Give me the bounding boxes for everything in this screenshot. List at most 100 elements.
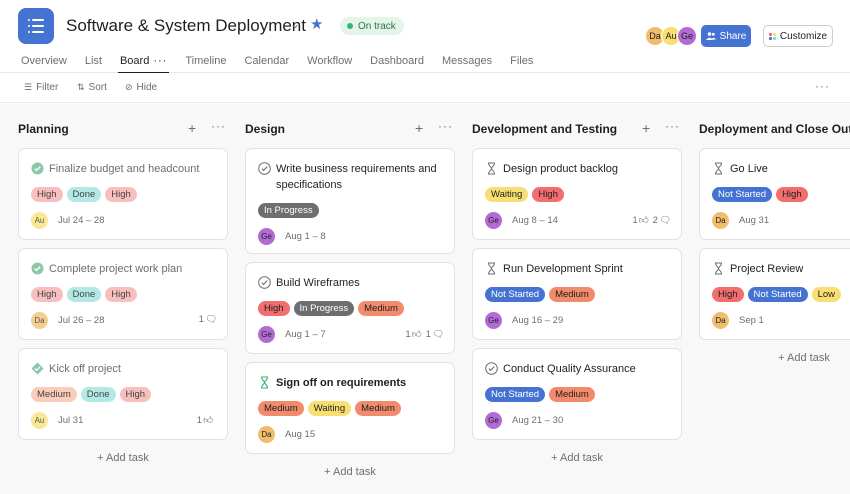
tag[interactable]: Medium — [549, 287, 595, 302]
task-title[interactable]: Sign off on requirements — [276, 377, 407, 389]
check-icon[interactable] — [485, 362, 498, 375]
avatar[interactable]: Da — [258, 426, 275, 443]
customize-button[interactable]: Customize — [763, 25, 833, 47]
avatar[interactable]: Au — [31, 212, 48, 229]
task-card[interactable]: Complete project work plan High Done High Da… — [18, 248, 228, 340]
more-icon[interactable]: ··· — [665, 119, 680, 133]
due-date[interactable]: Sep 1 — [739, 315, 764, 326]
tab-workflow[interactable]: Workflow — [307, 55, 353, 67]
chevron-down-icon[interactable]: ⌄ — [290, 17, 301, 31]
avatar[interactable]: Ge — [677, 26, 697, 46]
avatar[interactable]: Da — [712, 312, 729, 329]
add-task-button[interactable]: + Add task — [97, 452, 149, 464]
due-date[interactable]: Aug 1 – 8 — [285, 231, 326, 242]
tag[interactable]: High — [258, 301, 290, 316]
avatar[interactable]: Ge — [485, 312, 502, 329]
add-task-button[interactable]: + Add task — [324, 466, 376, 478]
hourglass-icon[interactable] — [258, 376, 271, 389]
avatar[interactable]: Ge — [258, 326, 275, 343]
tab-board[interactable]: Board ··· — [117, 55, 170, 74]
check-icon[interactable] — [258, 276, 271, 289]
tab-timeline[interactable]: Timeline — [185, 55, 227, 67]
add-icon[interactable]: + — [188, 120, 197, 136]
avatar[interactable]: Da — [31, 312, 48, 329]
task-title[interactable]: Kick off project — [49, 363, 121, 375]
due-date[interactable]: Jul 31 — [58, 415, 84, 426]
check-icon[interactable] — [31, 162, 44, 175]
task-title[interactable]: Project Review — [730, 263, 804, 275]
task-title[interactable]: Run Development Sprint — [503, 263, 623, 275]
task-card[interactable]: Write business requirements and specific… — [245, 148, 455, 254]
tag[interactable]: Medium — [31, 387, 77, 402]
task-title[interactable]: Go Live — [730, 163, 768, 175]
task-card[interactable]: Build Wireframes High In Progress Medium Ge A… — [245, 262, 455, 354]
avatar[interactable]: Ge — [258, 228, 275, 245]
project-title[interactable]: Software & System Deployment — [66, 16, 306, 35]
tag[interactable]: Done — [66, 187, 102, 202]
tag[interactable]: High — [776, 187, 808, 202]
task-card[interactable]: Sign off on requirements Medium Waiting Med… — [245, 362, 455, 454]
column-title[interactable]: Design — [245, 122, 286, 136]
tag[interactable]: High — [31, 187, 63, 202]
tag[interactable]: Medium — [549, 387, 595, 402]
thumbs-up-icon[interactable]: 👍︎ — [638, 215, 649, 226]
task-card[interactable]: Go Live Not Started High Da Aug 31 — [699, 148, 850, 240]
tab-calendar[interactable]: Calendar — [244, 55, 290, 67]
tab-list[interactable]: List — [84, 55, 102, 67]
sort-button[interactable]: ⇅ Sort — [77, 82, 107, 93]
task-title[interactable]: Write business requirements and specific… — [276, 163, 437, 191]
due-date[interactable]: Aug 8 – 14 — [512, 215, 558, 226]
due-date[interactable]: Aug 21 – 30 — [512, 415, 564, 426]
tag[interactable]: High — [119, 387, 152, 402]
due-date[interactable]: Aug 15 — [285, 429, 316, 440]
add-task-button[interactable]: + Add task — [778, 352, 830, 364]
avatar[interactable]: Au — [31, 412, 48, 429]
due-date[interactable]: Aug 16 – 29 — [512, 315, 564, 326]
tag[interactable]: Low — [811, 287, 842, 302]
task-title[interactable]: Finalize budget and headcount — [49, 163, 200, 175]
thumbs-up-icon[interactable]: 👍︎ — [411, 329, 422, 340]
milestone-icon[interactable] — [31, 362, 44, 375]
tag[interactable]: Not Started — [747, 287, 808, 302]
hourglass-icon[interactable] — [485, 262, 498, 275]
tab-dashboard[interactable]: Dashboard — [370, 55, 424, 67]
thumbs-up-icon[interactable]: 👍︎ — [203, 415, 213, 426]
tag[interactable]: Medium — [258, 401, 304, 416]
comment-icon[interactable]: 🗨︎ — [431, 329, 444, 340]
more-icon[interactable]: ··· — [211, 119, 226, 133]
comment-icon[interactable]: 🗨︎ — [204, 314, 217, 325]
add-icon[interactable]: + — [642, 120, 651, 136]
tag[interactable]: Not Started — [485, 287, 546, 302]
task-title[interactable]: Build Wireframes — [276, 277, 360, 289]
tag[interactable]: High — [105, 187, 137, 202]
avatar[interactable]: Ge — [485, 412, 502, 429]
due-date[interactable]: Jul 24 – 28 — [58, 215, 105, 226]
project-icon[interactable] — [18, 8, 54, 44]
tag[interactable]: In Progress — [258, 203, 319, 218]
star-icon[interactable]: ★ — [310, 16, 324, 33]
task-card[interactable]: Kick off project Medium Done High Au Jul 31 1👍… — [18, 348, 228, 440]
add-icon[interactable]: + — [415, 120, 424, 136]
share-button[interactable]: Share — [701, 25, 751, 47]
due-date[interactable]: Aug 1 – 7 — [285, 329, 326, 340]
hourglass-icon[interactable] — [712, 262, 725, 275]
hourglass-icon[interactable] — [712, 162, 725, 175]
tag[interactable]: Not Started — [485, 387, 546, 402]
more-icon[interactable]: ··· — [815, 79, 830, 93]
column-title[interactable]: Development and Testing — [472, 122, 618, 136]
check-icon[interactable] — [258, 162, 271, 175]
tag[interactable]: In Progress — [293, 301, 355, 316]
tag[interactable]: High — [532, 187, 564, 202]
tag[interactable]: High — [31, 287, 63, 302]
filter-button[interactable]: ☰ Filter — [24, 82, 58, 93]
tag[interactable]: Done — [80, 387, 116, 402]
due-date[interactable]: Jul 26 – 28 — [58, 315, 105, 326]
avatar[interactable]: Da — [712, 212, 729, 229]
task-title[interactable]: Conduct Quality Assurance — [503, 363, 636, 375]
due-date[interactable]: Aug 31 — [739, 215, 770, 226]
more-icon[interactable]: ··· — [438, 119, 453, 133]
task-card[interactable]: Project Review High Not Started Low Da Sep 1 — [699, 248, 850, 340]
tab-files[interactable]: Files — [510, 55, 534, 67]
task-card[interactable]: Finalize budget and headcount High Done Hig… — [18, 148, 228, 240]
tag[interactable]: Waiting — [485, 187, 529, 202]
